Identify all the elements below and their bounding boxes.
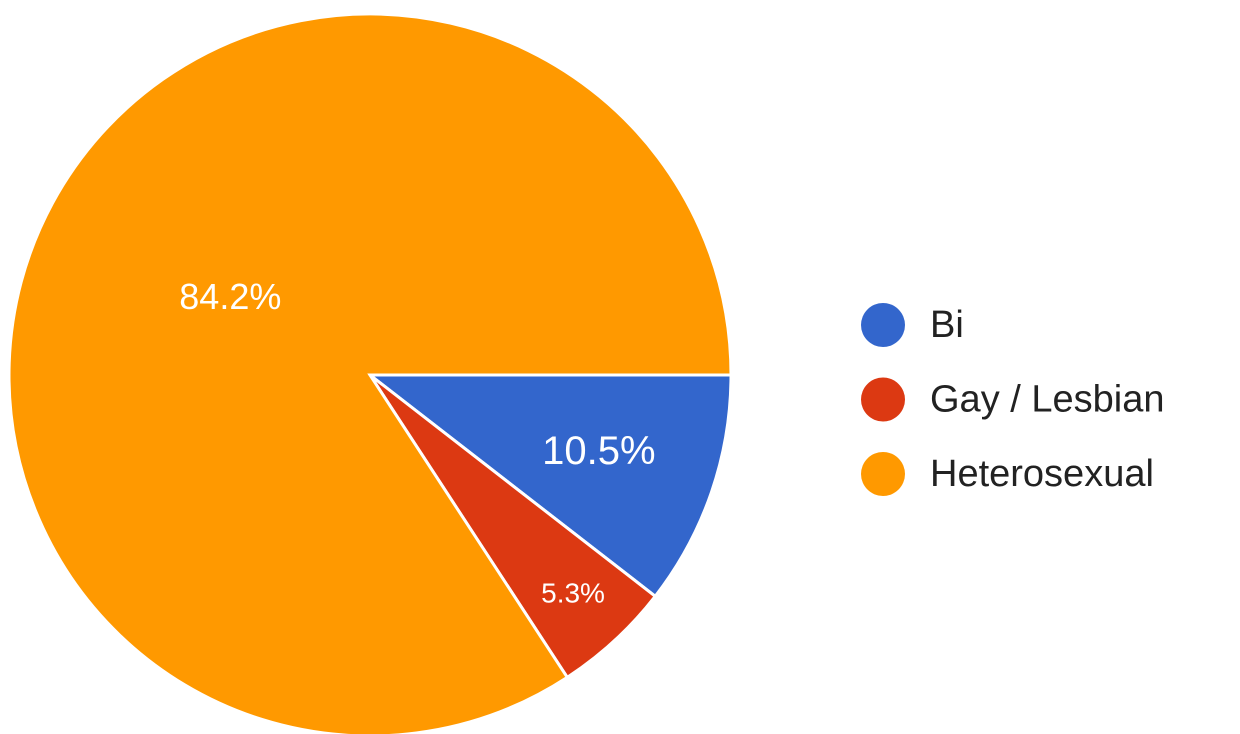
legend-label: Bi bbox=[930, 304, 964, 346]
pie-slice bbox=[365, 373, 733, 599]
pie-slice bbox=[7, 12, 733, 734]
slice-label: 5.3% bbox=[541, 578, 605, 609]
legend-swatch bbox=[861, 452, 905, 496]
legend-label: Gay / Lesbian bbox=[930, 379, 1164, 421]
legend-label: Heterosexual bbox=[930, 453, 1154, 495]
legend-swatch bbox=[861, 303, 905, 347]
legend-swatch bbox=[861, 377, 905, 422]
slice-label: 10.5% bbox=[542, 429, 655, 473]
slice-label: 84.2% bbox=[179, 276, 281, 317]
